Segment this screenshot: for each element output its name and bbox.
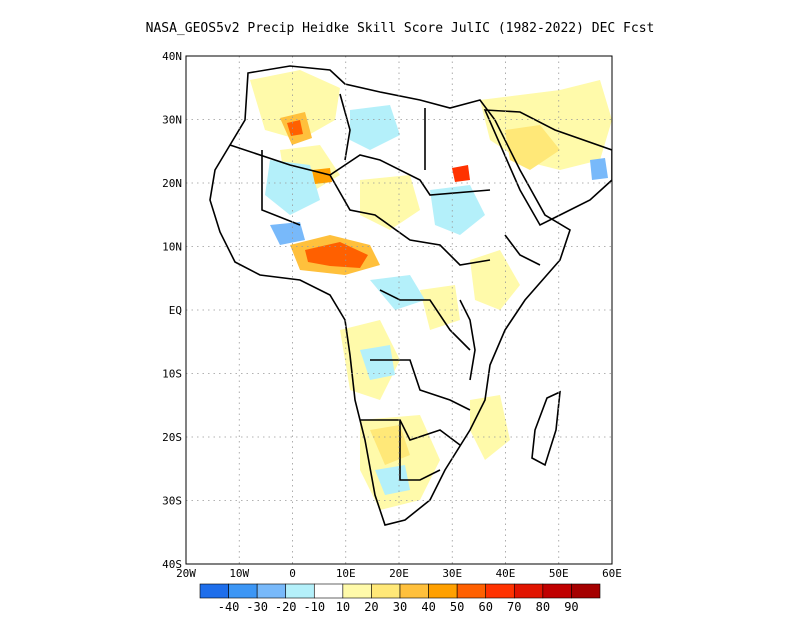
y-tick-label: 10N	[162, 241, 182, 254]
border	[370, 359, 471, 411]
x-tick-label: 10E	[336, 567, 356, 580]
skill-field	[250, 70, 612, 510]
colorbar-label: 50	[450, 600, 464, 614]
border	[261, 150, 301, 226]
y-tick-label: 20N	[162, 177, 182, 190]
skill-patch	[505, 125, 560, 170]
border	[379, 289, 471, 351]
colorbar-box	[571, 583, 601, 599]
colorbar-label: -20	[275, 600, 297, 614]
y-tick-labels: 40N 30N 20N 10N EQ 10S 20S 30S 40S	[162, 50, 182, 571]
colorbar-box	[199, 583, 229, 599]
coastlines	[209, 65, 612, 526]
skill-patch	[590, 158, 608, 180]
colorbar-label: 80	[536, 600, 550, 614]
skill-patch	[250, 70, 340, 140]
skill-patch	[360, 175, 420, 230]
colorbar-label: 30	[393, 600, 407, 614]
colorbar-box	[285, 583, 315, 599]
x-tick-label: 20W	[176, 567, 196, 580]
colorbar-box	[399, 583, 429, 599]
skill-patch-west-africa-core	[305, 242, 368, 268]
x-tick-label: 60E	[602, 567, 622, 580]
x-tick-label: 50E	[549, 567, 569, 580]
x-tick-label: 30E	[442, 567, 462, 580]
colorbar-label: -40	[218, 600, 240, 614]
map-grid	[186, 56, 612, 564]
border	[360, 419, 461, 446]
skill-patch-sudan	[452, 165, 470, 182]
skill-patch	[350, 105, 400, 150]
x-tick-label: 20E	[389, 567, 409, 580]
x-tick-label: 10W	[229, 567, 249, 580]
x-tick-labels: 20W 10W 0 10E 20E 30E 40E 50E 60E	[176, 567, 622, 580]
skill-patch	[420, 285, 460, 330]
border	[399, 420, 441, 481]
skill-patch	[265, 160, 320, 215]
skill-patch	[370, 275, 425, 310]
figure-title: NASA_GEOS5v2 Precip Heidke Skill Score J…	[145, 21, 655, 36]
madagascar-coastline	[531, 390, 561, 467]
colorbar-box	[428, 583, 458, 599]
colorbar-label: 20	[364, 600, 378, 614]
colorbar-box	[456, 583, 487, 599]
x-tick-label: 40E	[496, 567, 516, 580]
y-tick-label: EQ	[169, 304, 182, 317]
y-tick-label: 10S	[162, 368, 182, 381]
y-tick-label: 40N	[162, 50, 182, 63]
border	[329, 174, 491, 266]
y-tick-label: 40S	[162, 558, 182, 571]
skill-patch-algeria-core	[287, 120, 303, 136]
colorbar-label: 10	[336, 600, 350, 614]
skill-patch	[375, 465, 410, 495]
skill-patch	[360, 345, 395, 380]
arabia-coastline	[483, 109, 612, 227]
border	[339, 93, 351, 161]
colorbar-box	[313, 583, 344, 599]
colorbar-box	[371, 583, 401, 599]
colorbar-label: 40	[421, 600, 435, 614]
colorbar-label: 60	[478, 600, 492, 614]
y-tick-label: 30N	[162, 114, 182, 127]
border	[229, 144, 491, 196]
border	[504, 234, 541, 266]
colorbar-box	[542, 583, 572, 599]
border	[459, 299, 476, 381]
skill-patch	[270, 222, 305, 245]
colorbar-label: -10	[303, 600, 325, 614]
colorbar-label: 90	[564, 600, 578, 614]
skill-patch	[470, 250, 520, 310]
colorbar-box	[228, 583, 258, 599]
africa-coastline	[209, 65, 571, 526]
x-tick-label: 0	[289, 567, 296, 580]
colorbar-label: -30	[246, 600, 268, 614]
map-frame	[185, 55, 613, 565]
skill-patch	[430, 185, 485, 235]
colorbar-box	[256, 583, 287, 599]
colorbar-box	[513, 583, 544, 599]
y-tick-label: 20S	[162, 431, 182, 444]
y-tick-label: 30S	[162, 495, 182, 508]
colorbar-box	[485, 583, 515, 599]
colorbar-label: 70	[507, 600, 521, 614]
colorbar-box	[342, 583, 372, 599]
